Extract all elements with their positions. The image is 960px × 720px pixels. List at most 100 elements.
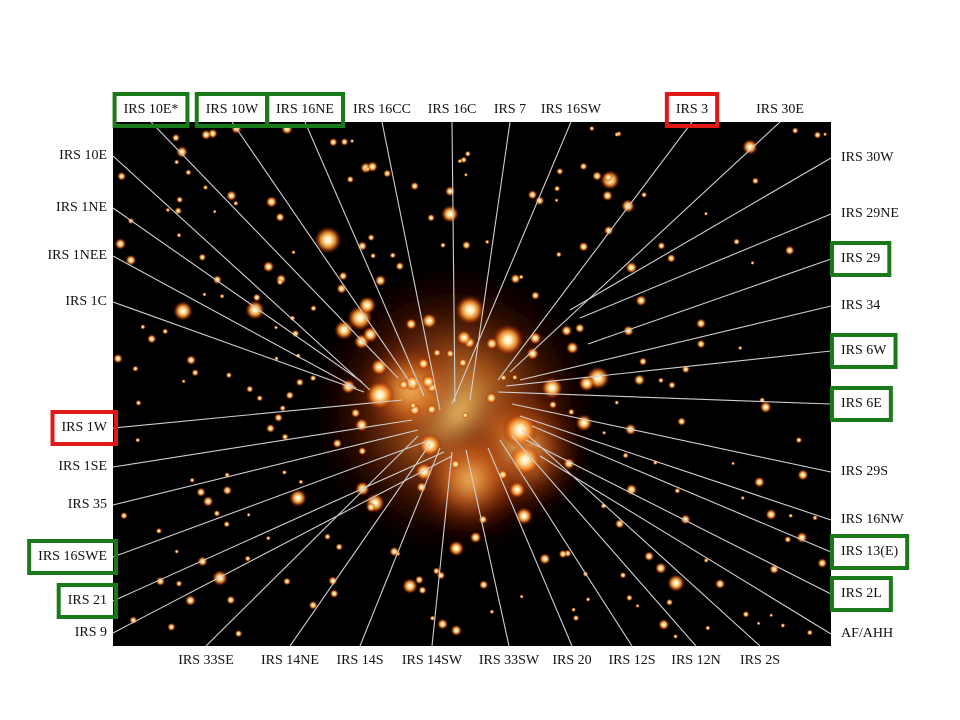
star [132,365,139,372]
label-irs-12s: IRS 12S [608,653,656,668]
star [714,578,726,590]
highlight-box-irs-6w [830,333,898,369]
star [450,459,461,470]
highlight-box-irs-21 [56,583,118,619]
star [548,400,558,409]
star [222,485,233,496]
star [485,392,498,404]
star [234,629,243,638]
highlight-box-irs-2l [830,576,893,612]
star [171,133,180,142]
star [433,348,442,357]
leader-line-irs-30e [509,121,781,373]
leader-line-irs-12n [511,435,697,647]
star [572,614,580,622]
star [518,274,524,280]
star [310,305,317,312]
leader-line-irs-16c [451,121,456,403]
label-irs-2l: IRS 2L [841,586,882,601]
leader-line-irs-34 [519,305,832,381]
star [680,514,691,525]
star [324,533,331,541]
star [358,446,367,456]
star [410,181,420,191]
star [765,508,777,521]
star [644,551,655,562]
label-irs-29s: IRS 29S [841,464,889,479]
star [600,502,607,509]
star [167,622,176,632]
leader-line-irs-1ne [112,207,363,383]
star [416,481,427,493]
star [279,404,287,412]
star [202,184,209,191]
label-irs-16c: IRS 16C [427,102,477,117]
star [295,378,304,387]
star [181,379,186,384]
leader-line-irs-7 [469,121,511,401]
star [370,252,377,259]
label-irs-3: IRS 3 [675,102,709,117]
label-irs-30e: IRS 30E [756,102,804,117]
label-irs-14s: IRS 14S [336,653,384,668]
star [366,502,376,513]
star [750,260,755,265]
star [165,207,171,213]
label-irs-6w: IRS 6W [841,343,887,358]
label-irs-7: IRS 7 [493,102,527,117]
star [202,292,207,297]
star [155,527,162,535]
leader-line-irs-14ne [289,443,431,647]
leader-line-irs-30w [569,157,832,311]
star [273,325,279,330]
leader-line-irs-16swe [112,439,431,558]
leader-line-irs-16cc [381,121,441,411]
star [812,515,818,521]
star [357,296,377,315]
label-irs-33se: IRS 33SE [178,653,234,668]
leader-line-irs-9 [112,455,453,634]
star [189,477,195,483]
leader-line-irs-6e [497,391,832,405]
star [458,358,468,368]
highlight-box-irs-13-e [830,534,910,570]
star [440,242,446,249]
star [196,487,206,497]
star [822,132,828,137]
star [817,558,828,569]
leader-line-irs-14sw [431,451,453,647]
leader-line-irs-29ne [579,213,832,319]
label-irs-1nee: IRS 1NEE [47,248,108,263]
star [350,408,361,418]
star [751,177,760,185]
star [635,294,647,307]
star [791,127,799,134]
label-irs-1c: IRS 1C [65,294,107,309]
star [756,621,761,626]
star [657,241,666,250]
leader-line-irs-1w [112,399,403,429]
star [421,313,438,329]
star [140,324,146,330]
star [479,580,489,590]
star [703,211,709,216]
star [281,469,287,475]
label-irs-14ne: IRS 14NE [261,653,319,668]
label-irs-6e: IRS 6E [841,396,882,411]
star [558,549,568,559]
star [129,616,138,625]
star [622,452,629,459]
star [223,520,231,528]
leader-line-irs-33se [205,435,419,647]
star [556,167,564,175]
label-irs-1w: IRS 1W [61,420,108,435]
star [526,347,539,361]
star [625,261,638,274]
star [554,198,559,203]
star [147,334,157,344]
star [213,510,221,517]
star [402,578,418,594]
star [578,375,595,392]
star [450,624,462,637]
